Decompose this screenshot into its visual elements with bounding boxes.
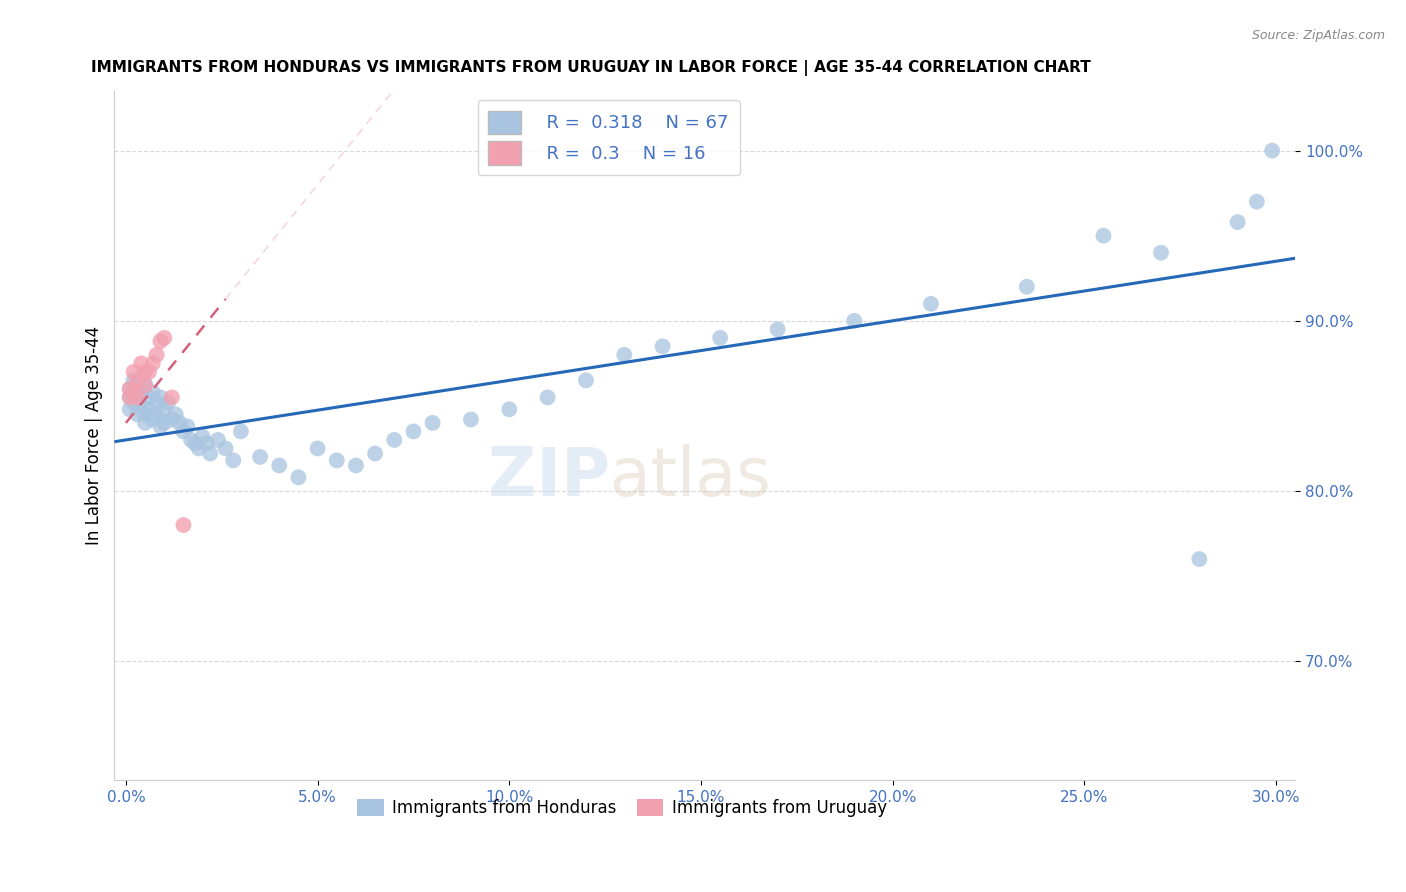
Text: IMMIGRANTS FROM HONDURAS VS IMMIGRANTS FROM URUGUAY IN LABOR FORCE | AGE 35-44 C: IMMIGRANTS FROM HONDURAS VS IMMIGRANTS F… (91, 60, 1091, 76)
Point (326, 453, 349, 467)
Point (122, 395, 145, 409)
Point (222, 453, 245, 467)
Point (269, 458, 291, 473)
Point (402, 425, 425, 439)
Point (149, 419, 172, 434)
Point (118, 390, 141, 404)
Point (145, 395, 167, 409)
Point (122, 365, 145, 379)
Point (122, 385, 145, 400)
Point (344, 458, 367, 473)
Legend: Immigrants from Honduras, Immigrants from Uruguay: Immigrants from Honduras, Immigrants fro… (350, 792, 894, 823)
Point (160, 390, 183, 404)
Point (287, 470, 309, 484)
Point (127, 390, 149, 404)
Point (127, 373, 149, 387)
Point (364, 446, 387, 460)
Point (613, 348, 636, 362)
Point (129, 399, 152, 413)
Point (766, 322, 789, 336)
Point (1015, 279, 1038, 293)
Point (920, 297, 942, 311)
Point (1226, 215, 1249, 229)
Point (149, 390, 172, 404)
Text: Source: ZipAtlas.com: Source: ZipAtlas.com (1251, 29, 1385, 42)
Text: atlas: atlas (610, 444, 772, 510)
Point (498, 402, 520, 417)
Point (138, 365, 160, 379)
Point (172, 518, 194, 533)
Point (176, 419, 198, 434)
Point (1092, 228, 1115, 243)
Point (187, 442, 209, 456)
Point (422, 416, 444, 430)
Point (149, 334, 172, 349)
Point (1150, 245, 1173, 260)
Point (382, 433, 405, 447)
Point (138, 390, 160, 404)
Point (127, 408, 149, 422)
Point (249, 450, 271, 464)
Point (118, 382, 141, 396)
Point (134, 378, 156, 392)
Point (127, 378, 149, 392)
Point (460, 412, 482, 426)
Point (118, 390, 141, 404)
Point (307, 442, 329, 456)
Point (169, 416, 191, 430)
Point (122, 385, 145, 400)
Point (153, 402, 176, 417)
Point (184, 436, 207, 450)
Point (172, 425, 194, 439)
Point (134, 376, 156, 391)
Point (200, 446, 222, 460)
Point (1188, 552, 1211, 566)
Point (575, 373, 598, 387)
Point (1261, 144, 1284, 158)
Point (134, 365, 156, 379)
Point (145, 408, 167, 422)
Point (844, 314, 866, 328)
Point (129, 385, 152, 400)
Point (709, 331, 731, 345)
Point (207, 433, 229, 447)
Point (536, 390, 558, 404)
Point (142, 385, 165, 400)
Point (134, 416, 156, 430)
Point (129, 356, 152, 370)
Point (165, 408, 187, 422)
Point (134, 408, 156, 422)
Point (191, 429, 214, 443)
Point (1246, 194, 1268, 209)
Point (180, 433, 202, 447)
Point (118, 402, 141, 417)
Point (122, 373, 145, 387)
Point (229, 425, 252, 439)
Point (145, 348, 167, 362)
Point (153, 416, 176, 430)
Text: ZIP: ZIP (488, 444, 610, 510)
Point (127, 387, 149, 401)
Point (153, 331, 176, 345)
Point (651, 339, 673, 353)
Point (142, 356, 165, 370)
Y-axis label: In Labor Force | Age 35-44: In Labor Force | Age 35-44 (86, 326, 103, 545)
Point (118, 382, 141, 396)
Point (142, 412, 165, 426)
Point (195, 436, 218, 450)
Point (157, 395, 180, 409)
Point (160, 412, 183, 426)
Point (214, 442, 236, 456)
Point (138, 402, 160, 417)
